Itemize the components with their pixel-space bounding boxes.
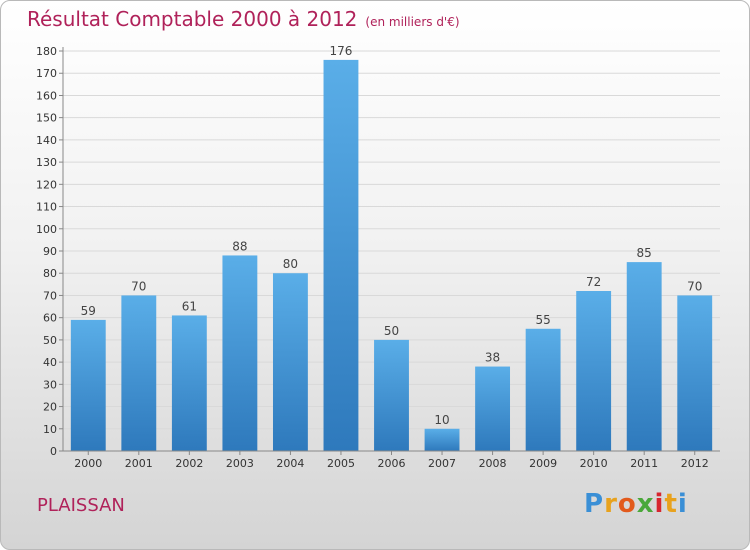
y-tick-label: 40 — [43, 356, 57, 369]
chart-title: Résultat Comptable 2000 à 2012 (en millie… — [27, 7, 460, 31]
bar-2001[interactable] — [121, 295, 157, 451]
x-tick-label: 2004 — [276, 457, 304, 470]
x-tick-label: 2012 — [681, 457, 709, 470]
data-label-2001: 70 — [131, 279, 146, 293]
y-tick-label: 90 — [43, 245, 57, 258]
logo-letter: t — [664, 489, 678, 519]
y-tick-label: 150 — [36, 112, 57, 125]
bar-2000[interactable] — [70, 319, 106, 451]
bars — [70, 59, 713, 452]
bar-2008[interactable] — [475, 366, 511, 451]
bar-2010[interactable] — [576, 291, 612, 451]
y-tick-label: 110 — [36, 201, 57, 214]
data-label-2008: 38 — [485, 351, 500, 365]
y-tick-label: 50 — [43, 334, 57, 347]
logo-letter: i — [654, 489, 665, 519]
y-tick-label: 160 — [36, 89, 57, 102]
logo-letter: x — [636, 489, 655, 519]
y-tick-label: 0 — [50, 445, 57, 458]
data-label-2004: 80 — [283, 257, 298, 271]
data-label-2002: 61 — [182, 299, 197, 313]
data-label-2011: 85 — [637, 246, 652, 260]
data-label-2012: 70 — [687, 279, 702, 293]
y-tick-label: 20 — [43, 401, 57, 414]
data-label-2007: 10 — [434, 413, 449, 427]
x-tick-label: 2011 — [630, 457, 658, 470]
y-tick-label: 70 — [43, 289, 57, 302]
x-tick-label: 2000 — [74, 457, 102, 470]
x-tick-label: 2007 — [428, 457, 456, 470]
unit-label: (en milliers d'€) — [365, 15, 460, 29]
x-tick-label: 2001 — [125, 457, 153, 470]
data-label-2005: 176 — [330, 44, 353, 58]
logo-letter: P — [584, 489, 605, 519]
data-label-2000: 59 — [81, 304, 96, 318]
x-tick-label: 2010 — [580, 457, 608, 470]
bar-2009[interactable] — [525, 328, 561, 451]
commune-name: PLAISSAN — [37, 495, 125, 516]
logo-letter: r — [604, 489, 618, 519]
y-tick-label: 30 — [43, 378, 57, 391]
title-text: Résultat Comptable 2000 à 2012 — [27, 7, 358, 31]
bar-2012[interactable] — [677, 295, 713, 451]
bar-2011[interactable] — [626, 262, 662, 451]
logo-letter: o — [617, 489, 637, 519]
bar-2006[interactable] — [374, 339, 409, 451]
labels: 0 10 20 30 40 50 60 70 80 90 100 110 120 130 140 150 160… — [36, 44, 709, 470]
logo-letter: i — [677, 489, 688, 519]
y-tick-label: 130 — [36, 156, 57, 169]
x-tick-label: 2003 — [226, 457, 254, 470]
data-label-2003: 88 — [232, 239, 247, 253]
data-label-2006: 50 — [384, 324, 399, 338]
x-tick-label: 2002 — [175, 457, 203, 470]
y-tick-label: 180 — [36, 45, 57, 58]
bar-2003[interactable] — [222, 255, 258, 451]
x-tick-label: 2009 — [529, 457, 557, 470]
bar-2005[interactable] — [323, 59, 359, 452]
bar-2004[interactable] — [272, 273, 308, 451]
y-tick-label: 120 — [36, 178, 57, 191]
data-label-2010: 72 — [586, 275, 601, 289]
y-tick-label: 100 — [36, 223, 57, 236]
y-tick-label: 140 — [36, 134, 57, 147]
x-tick-label: 2006 — [378, 457, 406, 470]
bar-2002[interactable] — [171, 315, 207, 451]
y-tick-label: 60 — [43, 312, 57, 325]
y-tick-label: 170 — [36, 67, 57, 80]
data-label-2009: 55 — [535, 313, 550, 327]
bar-2007[interactable] — [424, 428, 460, 451]
y-tick-label: 10 — [43, 423, 57, 436]
proxiti-logo[interactable]: Proxiti — [584, 489, 688, 519]
x-tick-label: 2005 — [327, 457, 355, 470]
x-tick-label: 2008 — [479, 457, 507, 470]
axes — [59, 47, 720, 455]
y-tick-label: 80 — [43, 267, 57, 280]
